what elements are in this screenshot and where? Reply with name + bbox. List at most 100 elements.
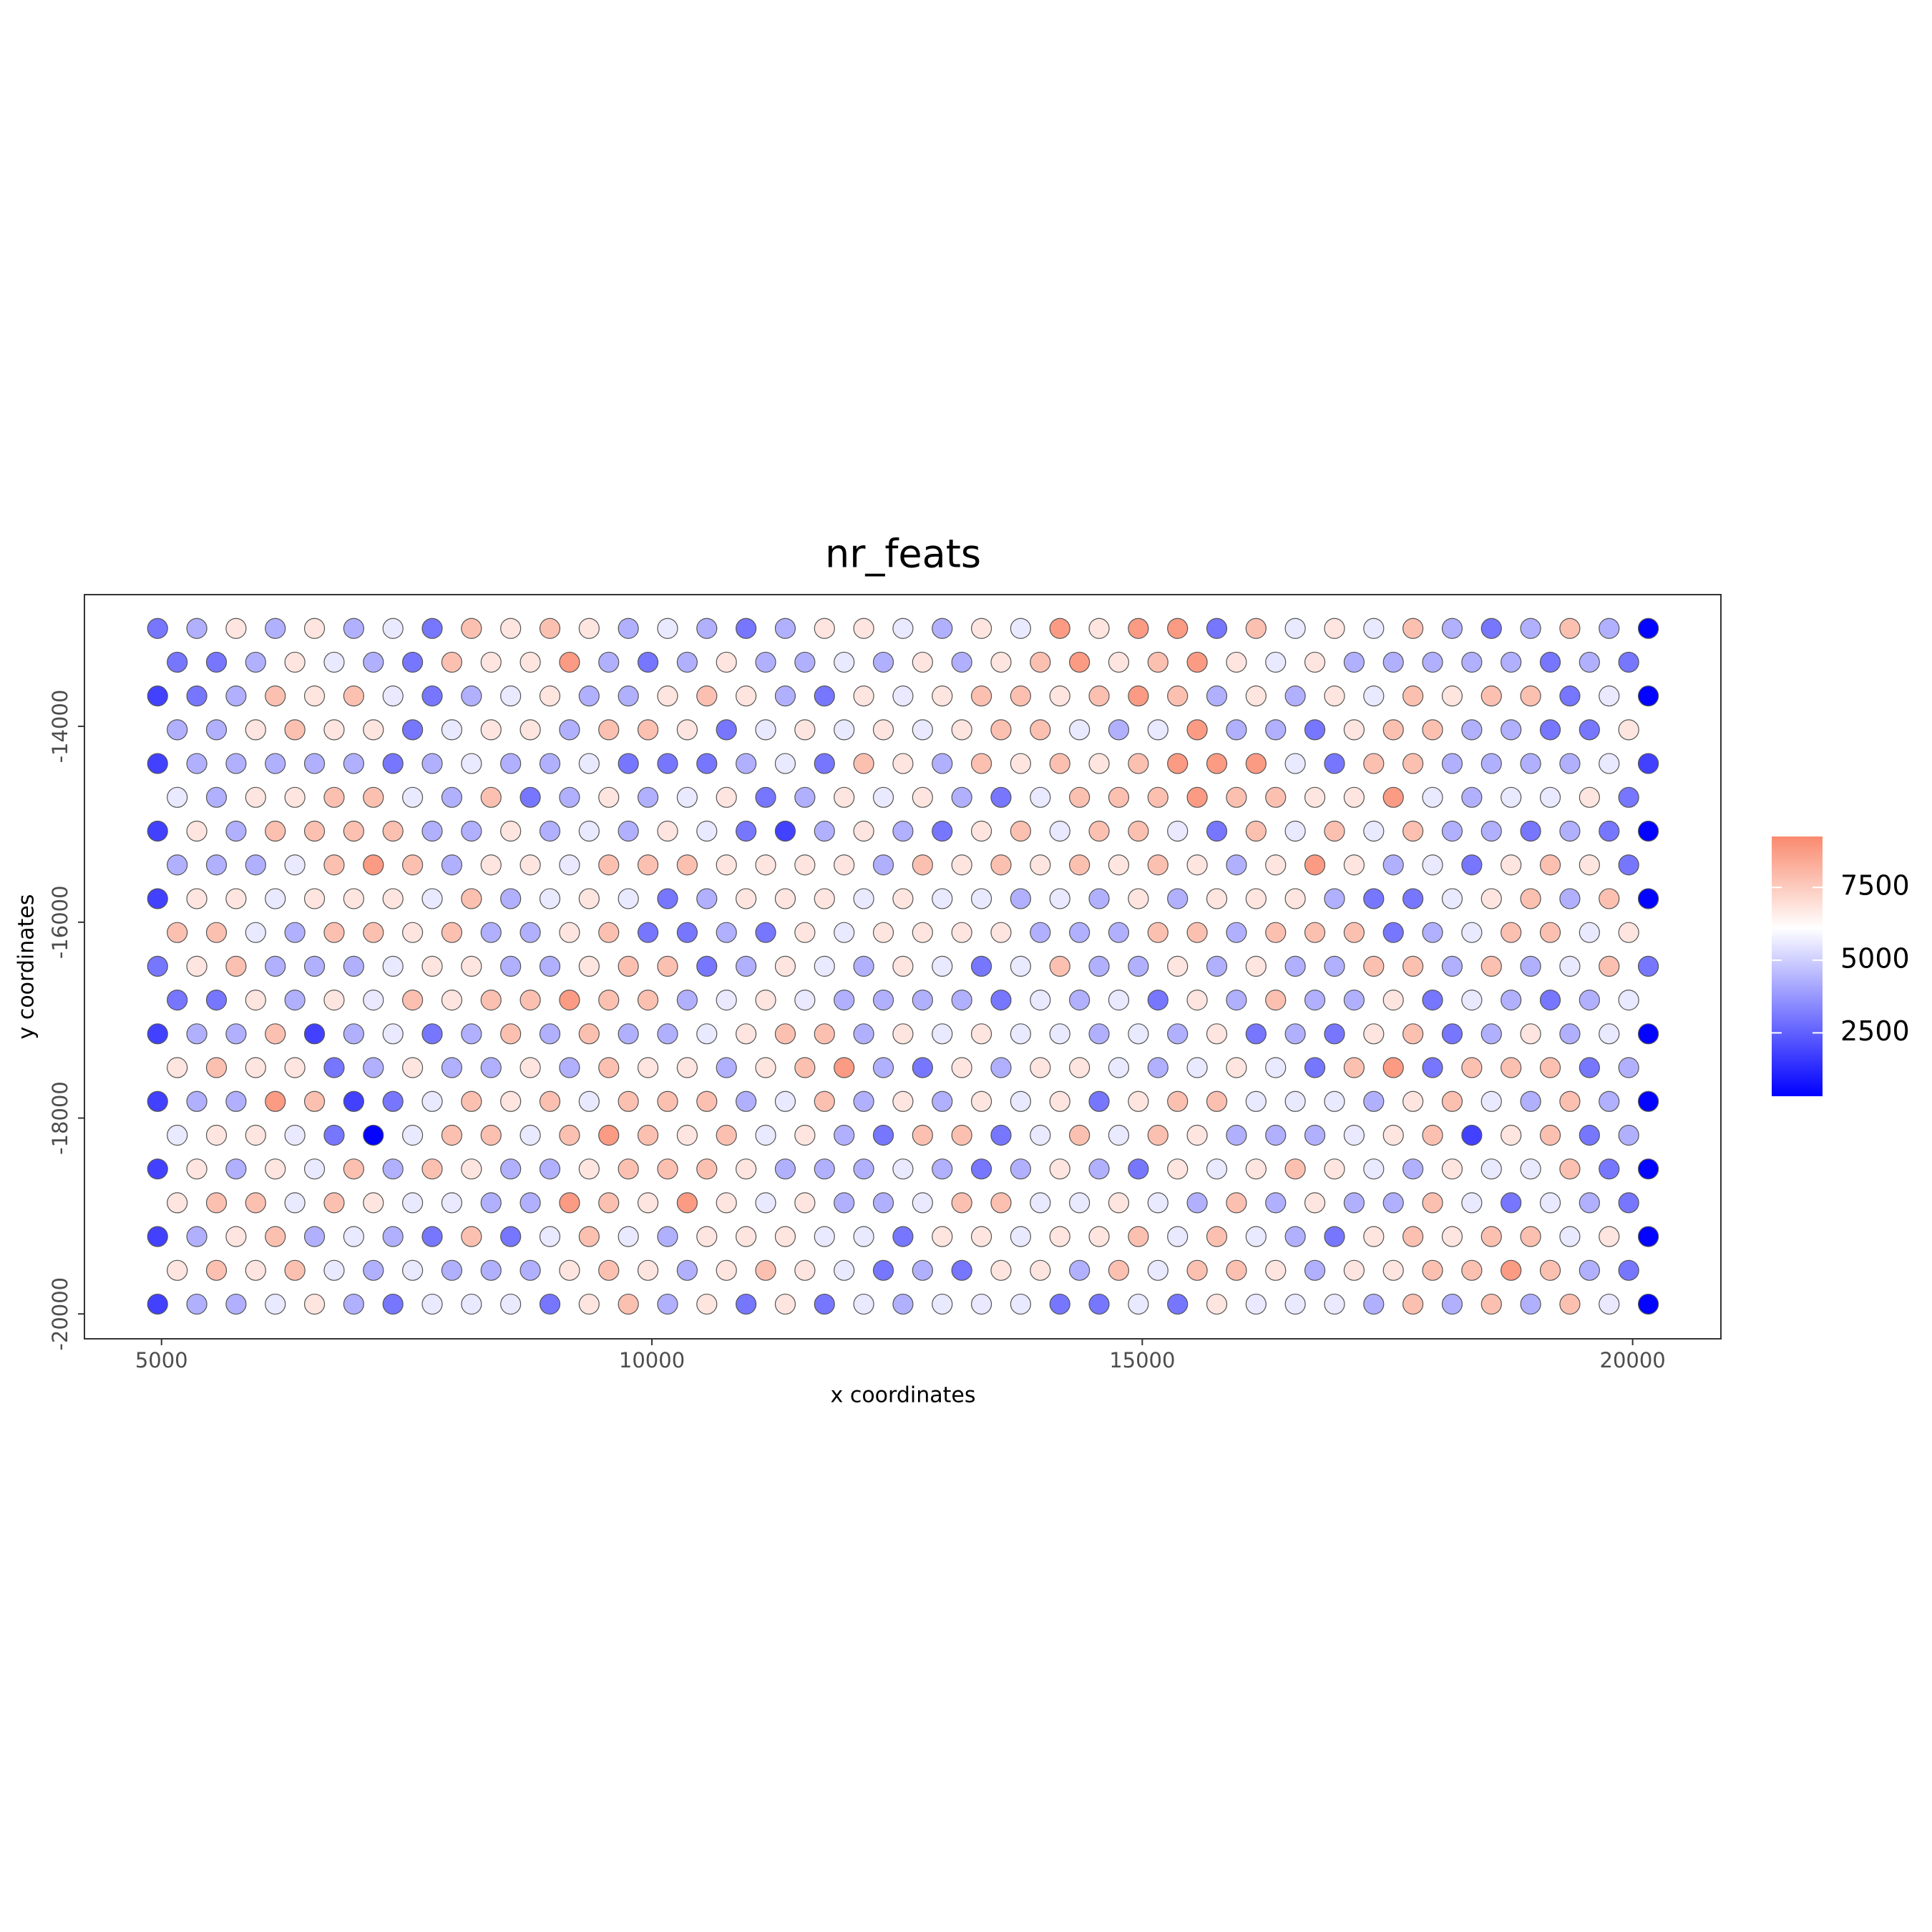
spot bbox=[382, 1293, 404, 1315]
spot bbox=[539, 888, 561, 909]
x-tick-label: 15000 bbox=[1109, 1348, 1175, 1372]
spot bbox=[872, 1124, 894, 1146]
spot bbox=[480, 1124, 502, 1146]
spot bbox=[225, 1293, 247, 1315]
spot bbox=[1501, 1124, 1522, 1146]
spot bbox=[441, 719, 463, 741]
spot bbox=[402, 651, 424, 673]
chart-title: nr_feats bbox=[825, 532, 981, 577]
spot bbox=[1167, 1226, 1189, 1247]
spot bbox=[1010, 888, 1031, 909]
spot bbox=[990, 1192, 1012, 1214]
spot bbox=[1245, 1158, 1267, 1180]
spot bbox=[205, 719, 228, 741]
spot bbox=[205, 786, 228, 808]
spot bbox=[421, 955, 443, 977]
spot bbox=[1186, 1124, 1208, 1146]
spot bbox=[1069, 1259, 1091, 1281]
spot bbox=[1088, 1091, 1110, 1112]
spot bbox=[186, 686, 208, 707]
spot bbox=[225, 753, 247, 774]
spot bbox=[1382, 1192, 1404, 1214]
spot bbox=[1324, 1091, 1345, 1112]
spot bbox=[1579, 719, 1600, 741]
spot bbox=[1343, 786, 1365, 808]
spot bbox=[990, 786, 1012, 808]
spot bbox=[1108, 922, 1130, 943]
spot bbox=[932, 955, 953, 977]
spot bbox=[872, 990, 894, 1011]
spot bbox=[932, 1293, 953, 1315]
spot bbox=[1501, 786, 1522, 808]
spot bbox=[284, 651, 306, 673]
spot bbox=[1402, 1091, 1424, 1112]
spot bbox=[186, 1091, 208, 1112]
spot bbox=[657, 618, 678, 639]
spot bbox=[872, 1259, 894, 1281]
spot bbox=[1441, 955, 1463, 977]
spot bbox=[1520, 1023, 1541, 1045]
spot bbox=[1186, 651, 1208, 673]
spot bbox=[1559, 955, 1581, 977]
spot bbox=[1186, 719, 1208, 741]
spot bbox=[755, 854, 776, 876]
spot bbox=[500, 888, 522, 909]
spot bbox=[1382, 922, 1404, 943]
spot bbox=[1480, 888, 1502, 909]
spot bbox=[1186, 1057, 1208, 1078]
spot bbox=[363, 854, 384, 876]
spot bbox=[598, 719, 620, 741]
spot bbox=[1010, 1091, 1031, 1112]
spot bbox=[284, 922, 306, 943]
spot bbox=[970, 1023, 992, 1045]
spot bbox=[167, 719, 188, 741]
spot bbox=[1226, 922, 1247, 943]
spot bbox=[480, 1259, 502, 1281]
spot bbox=[1461, 990, 1483, 1011]
spot bbox=[853, 1023, 874, 1045]
spot bbox=[774, 753, 796, 774]
spot bbox=[1206, 686, 1228, 707]
spot bbox=[774, 686, 796, 707]
spot bbox=[1637, 888, 1659, 909]
spot bbox=[951, 1124, 972, 1146]
spot bbox=[500, 618, 522, 639]
spot bbox=[932, 1091, 953, 1112]
spot bbox=[990, 854, 1012, 876]
spot bbox=[970, 618, 992, 639]
spot bbox=[1088, 686, 1110, 707]
spot bbox=[265, 1158, 286, 1180]
spot bbox=[1461, 651, 1483, 673]
spot bbox=[1501, 1057, 1522, 1078]
spot bbox=[1108, 990, 1130, 1011]
spot bbox=[519, 651, 541, 673]
spot bbox=[618, 686, 639, 707]
spot bbox=[1265, 922, 1287, 943]
spot bbox=[323, 1057, 345, 1078]
spot bbox=[421, 686, 443, 707]
spot bbox=[1324, 1023, 1345, 1045]
spot bbox=[186, 618, 208, 639]
spot bbox=[303, 686, 326, 707]
spot bbox=[1480, 1226, 1502, 1247]
spot bbox=[167, 1124, 188, 1146]
spot bbox=[1382, 854, 1404, 876]
spot bbox=[1128, 888, 1149, 909]
spot bbox=[951, 854, 972, 876]
spot bbox=[1618, 922, 1639, 943]
spot bbox=[500, 1293, 522, 1315]
spot bbox=[794, 990, 816, 1011]
spot bbox=[1206, 955, 1228, 977]
spot bbox=[1422, 1124, 1443, 1146]
spot bbox=[500, 955, 522, 977]
spot bbox=[598, 651, 620, 673]
spot bbox=[853, 1226, 874, 1247]
spot bbox=[265, 1091, 286, 1112]
spot bbox=[343, 1293, 364, 1315]
spot bbox=[1010, 1293, 1031, 1315]
spot bbox=[1304, 990, 1326, 1011]
spot bbox=[343, 686, 364, 707]
spot bbox=[265, 888, 286, 909]
spot bbox=[872, 651, 894, 673]
spot bbox=[892, 686, 914, 707]
